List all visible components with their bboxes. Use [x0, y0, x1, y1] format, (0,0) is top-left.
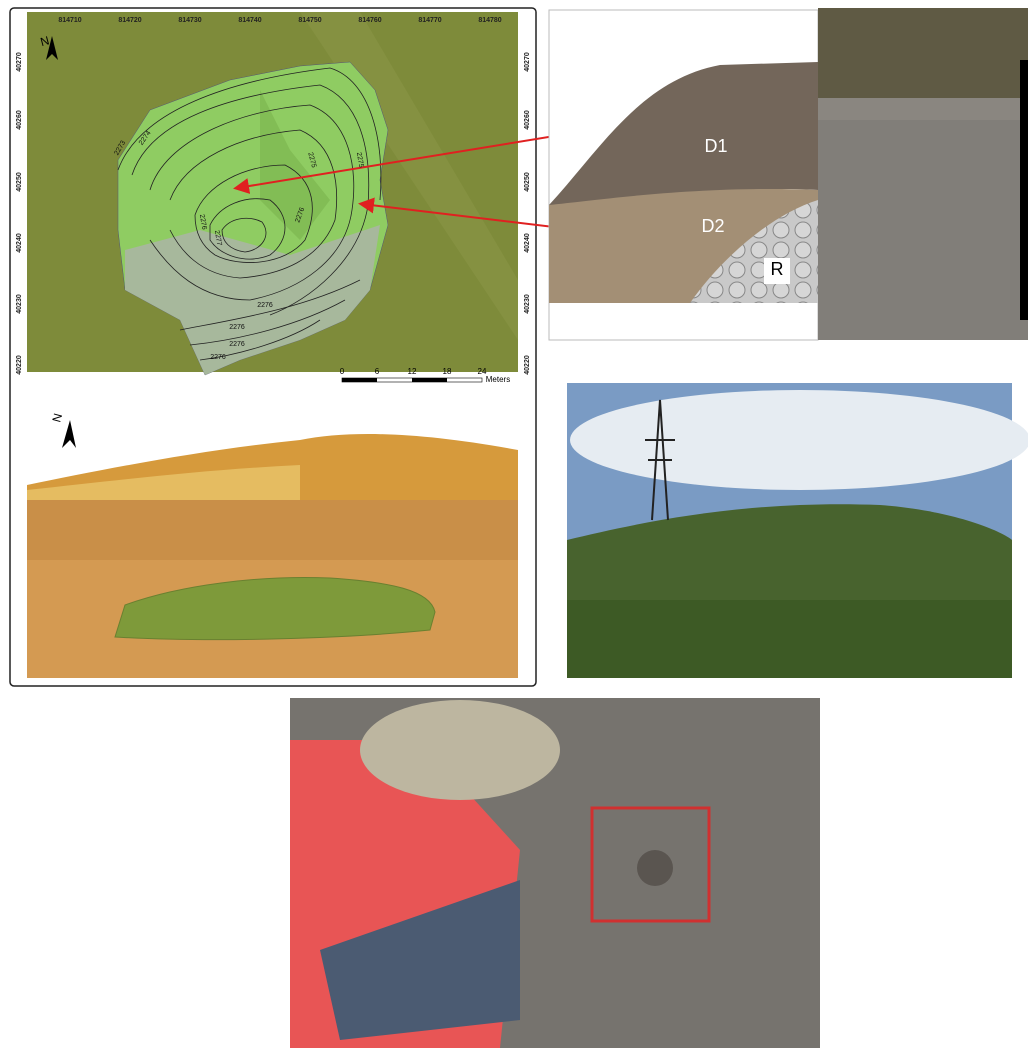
contour-label: 2276: [229, 324, 245, 331]
grass-front: [567, 600, 1012, 678]
y-coordinate-label: 40250: [524, 172, 531, 192]
ground-band: [27, 500, 518, 560]
y-coordinate-label: 40260: [16, 110, 23, 130]
layer-label: R: [771, 259, 784, 279]
x-coordinate-label: 814710: [58, 17, 81, 24]
pottery: [637, 850, 673, 886]
x-coordinate-label: 814740: [238, 17, 261, 24]
scale-label: 12: [408, 367, 417, 376]
contour-label: 2276: [257, 302, 273, 309]
profile-scale: [1020, 60, 1028, 320]
y-coordinate-label: 40270: [524, 52, 531, 72]
scale-bar: [342, 378, 482, 382]
x-coordinate-label: 814720: [118, 17, 141, 24]
profile-vegetation: [818, 8, 1028, 98]
y-coordinate-label: 40230: [524, 294, 531, 314]
y-coordinate-label: 40250: [16, 172, 23, 192]
scale-label: 6: [375, 367, 380, 376]
y-coordinate-label: 40270: [16, 52, 23, 72]
contour-label: 2276: [229, 341, 245, 348]
profile-soil: [818, 120, 1028, 340]
x-coordinate-label: 814730: [178, 17, 201, 24]
clouds: [570, 390, 1028, 490]
person-hat: [360, 700, 560, 800]
x-coordinate-label: 814780: [478, 17, 501, 24]
y-coordinate-label: 40240: [16, 233, 23, 253]
y-coordinate-label: 40240: [524, 233, 531, 253]
y-coordinate-label: 40220: [524, 355, 531, 375]
layer-label: D1: [704, 136, 727, 156]
x-coordinate-label: 814760: [358, 17, 381, 24]
scale-label: 18: [443, 367, 452, 376]
x-coordinate-label: 814750: [298, 17, 321, 24]
figure: 814710 814720 814730 814740 814750 814760 8147…: [0, 0, 1028, 1049]
y-coordinate-label: 40260: [524, 110, 531, 130]
y-coordinate-label: 40230: [16, 294, 23, 314]
scale-label: 0: [340, 367, 345, 376]
scale-unit: Meters: [486, 375, 510, 384]
y-coordinate-label: 40220: [16, 355, 23, 375]
contour-label: 2276: [210, 354, 226, 361]
x-coordinate-label: 814770: [418, 17, 441, 24]
layer-label: D2: [701, 216, 724, 236]
